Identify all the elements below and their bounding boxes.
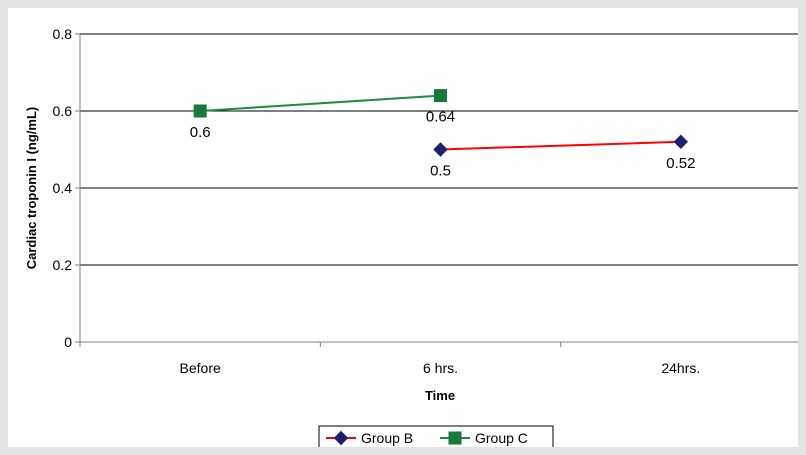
x-axis-title: Time xyxy=(425,388,455,403)
series xyxy=(193,89,689,157)
legend-box xyxy=(318,425,554,452)
y-tick-label: 0.8 xyxy=(53,26,73,42)
x-tick-label: 6 hrs. xyxy=(423,360,458,376)
legend-group-b-marker xyxy=(333,430,349,446)
chart-frame: 0 0.2 0.4 0.6 0.8 Before 6 hrs. 24hrs. 0.5 0.52 0… xyxy=(8,8,802,452)
y-tick-label: 0 xyxy=(64,334,72,350)
group-b-marker xyxy=(673,134,689,150)
group-c-marker xyxy=(434,89,447,103)
x-tick-label: 24hrs. xyxy=(661,360,700,376)
group-b-data-label: 0.52 xyxy=(666,155,695,172)
legend-group-b-label: Group B xyxy=(361,430,413,446)
y-tick-label: 0.4 xyxy=(53,180,73,196)
group-b-marker xyxy=(433,142,448,157)
group-c-data-label: 0.6 xyxy=(190,124,211,141)
y-tick-label: 0.6 xyxy=(53,103,73,119)
x-tick-label: Before xyxy=(180,360,221,376)
group-c-marker xyxy=(193,104,207,118)
group-b-line xyxy=(440,140,681,151)
tick-labels: 0 0.2 0.4 0.6 0.8 Before 6 hrs. 24hrs. xyxy=(53,26,802,376)
group-b-data-label: 0.5 xyxy=(430,163,451,180)
legend-group-c-label: Group C xyxy=(475,430,528,446)
data-labels: 0.5 0.52 0.6 0.64 xyxy=(190,109,696,180)
y-axis-title: Cardiac troponin I (ng/mL) xyxy=(24,107,39,270)
y-tick-label: 0.2 xyxy=(53,257,73,273)
legend: Group B Group C xyxy=(318,425,554,452)
group-c-line xyxy=(200,94,441,112)
legend-group-c-marker xyxy=(448,431,462,445)
group-c-data-label: 0.64 xyxy=(426,109,455,126)
